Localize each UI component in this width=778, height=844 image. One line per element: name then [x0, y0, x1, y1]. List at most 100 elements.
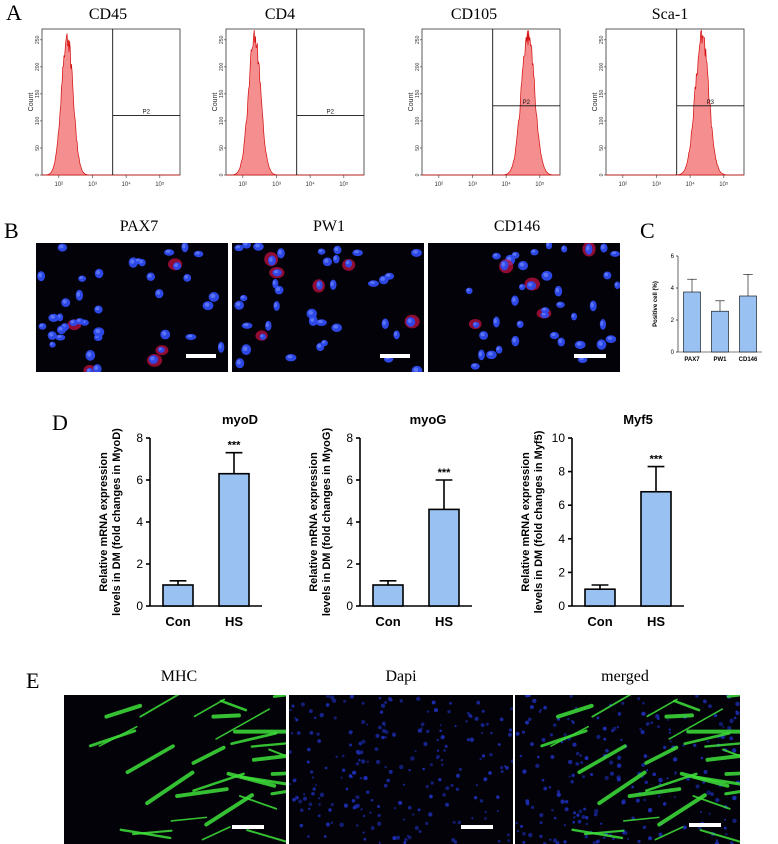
nucleus-dot: [516, 830, 520, 833]
nucleus-dot: [345, 787, 349, 791]
myotube: [555, 703, 594, 719]
nucleus-dot: [431, 700, 436, 705]
myotube: [193, 698, 226, 718]
nucleus-dot: [292, 778, 297, 783]
nucleus-dot: [497, 839, 501, 843]
myotube: [191, 745, 226, 765]
nucleus-dot: [324, 766, 328, 770]
nucleus-dot: [308, 709, 313, 714]
nucleus: [49, 341, 56, 348]
nucleus-dot: [532, 698, 537, 704]
nucleus-dot: [578, 809, 583, 814]
nucleus-dot: [669, 740, 672, 743]
nucleus-dot: [635, 798, 640, 803]
nucleus-dot: [708, 812, 711, 815]
nucleus-highlight: [324, 258, 329, 263]
nucleus-dot: [375, 759, 381, 765]
nucleus-dot: [363, 814, 366, 818]
nucleus-dot: [543, 786, 548, 791]
nucleus-dot: [581, 814, 586, 820]
nucleus-dot: [560, 799, 565, 804]
nucleus-dot: [438, 778, 442, 782]
myotube: [577, 744, 627, 775]
panel-letter-d: D: [52, 410, 68, 435]
nucleus-highlight: [274, 270, 279, 274]
nucleus-dot: [509, 728, 513, 732]
nucleus-dot: [539, 821, 543, 825]
nucleus-highlight: [543, 272, 549, 278]
nucleus-dot: [470, 715, 473, 718]
nucleus-dot: [441, 763, 444, 766]
nucleus-dot: [617, 711, 622, 716]
nucleus-dot: [378, 696, 382, 700]
nucleus-highlight: [287, 355, 293, 359]
y-tick-label: 200: [219, 62, 225, 71]
nucleus-dot: [384, 765, 387, 769]
nucleus-highlight: [269, 257, 273, 262]
nucleus-dot: [596, 716, 600, 720]
y-tick-label: 50: [415, 145, 421, 151]
myotube: [270, 771, 286, 776]
nucleus-highlight: [276, 287, 281, 291]
nucleus-highlight: [551, 332, 556, 337]
y-tick-label: 250: [599, 35, 605, 44]
nucleus-dot: [454, 725, 457, 728]
nucleus-dot: [552, 838, 558, 843]
nucleus-dot: [425, 784, 429, 789]
nucleus-dot: [416, 696, 421, 702]
nucleus-dot: [382, 722, 385, 726]
nucleus-highlight: [184, 275, 188, 279]
histogram: [606, 29, 744, 176]
y-tick-label: 10: [552, 431, 566, 445]
nucleus-dot: [366, 760, 369, 763]
nucleus-highlight: [407, 318, 412, 324]
y-tick-label: 8: [136, 431, 143, 445]
nucleus-dot: [479, 757, 482, 761]
nucleus-dot: [377, 821, 382, 826]
nucleus-dot: [722, 726, 725, 729]
nucleus-dot: [605, 748, 609, 753]
myotube: [679, 771, 730, 788]
nucleus-dot: [307, 835, 310, 838]
nucleus-dot: [319, 792, 325, 798]
nucleus-dot: [718, 721, 724, 727]
nucleus-dot: [735, 710, 738, 713]
nucleus-highlight: [58, 326, 63, 331]
nucleus-dot: [550, 754, 555, 759]
nucleus-dot: [317, 797, 321, 800]
y-tick-label: 250: [219, 35, 225, 44]
nucleus-highlight: [473, 322, 477, 326]
nucleus-highlight: [150, 356, 155, 361]
nucleus-dot: [621, 800, 626, 805]
nucleus-highlight: [94, 365, 99, 370]
nucleus-highlight: [243, 243, 248, 246]
nucleus-highlight: [210, 293, 216, 299]
nucleus-dot: [428, 812, 433, 817]
x-tick-label: 10²: [238, 182, 247, 188]
nucleus-dot: [604, 775, 609, 781]
nucleus-dot: [693, 743, 697, 748]
x-tick-label: 10²: [434, 182, 443, 188]
nucleus-dot: [374, 747, 379, 752]
bar: [739, 295, 757, 353]
myotube: [250, 742, 286, 748]
myotube: [683, 731, 731, 746]
myotube: [270, 789, 286, 796]
nucleus-dot: [553, 816, 557, 820]
bar-chart-myf5: 0 2 4 6 8 10 Con HS *** Relative mRNA expression l…: [520, 430, 684, 629]
nucleus-dot: [475, 784, 478, 787]
nucleus-dot: [645, 769, 649, 772]
nucleus-dot: [483, 777, 488, 782]
panel-letter-b: B: [4, 218, 19, 243]
nucleus-dot: [537, 755, 540, 759]
x-tick-label: 10³: [468, 182, 477, 188]
nucleus-dot: [519, 754, 523, 758]
flow-title-cd105: CD105: [450, 6, 498, 23]
nucleus-dot: [417, 808, 421, 812]
scale-bar: [689, 823, 721, 827]
nucleus-dot: [522, 840, 526, 844]
nucleus-dot: [535, 763, 540, 768]
nucleus-dot: [410, 756, 415, 761]
nucleus-highlight: [135, 258, 140, 262]
nucleus-highlight: [546, 243, 550, 247]
